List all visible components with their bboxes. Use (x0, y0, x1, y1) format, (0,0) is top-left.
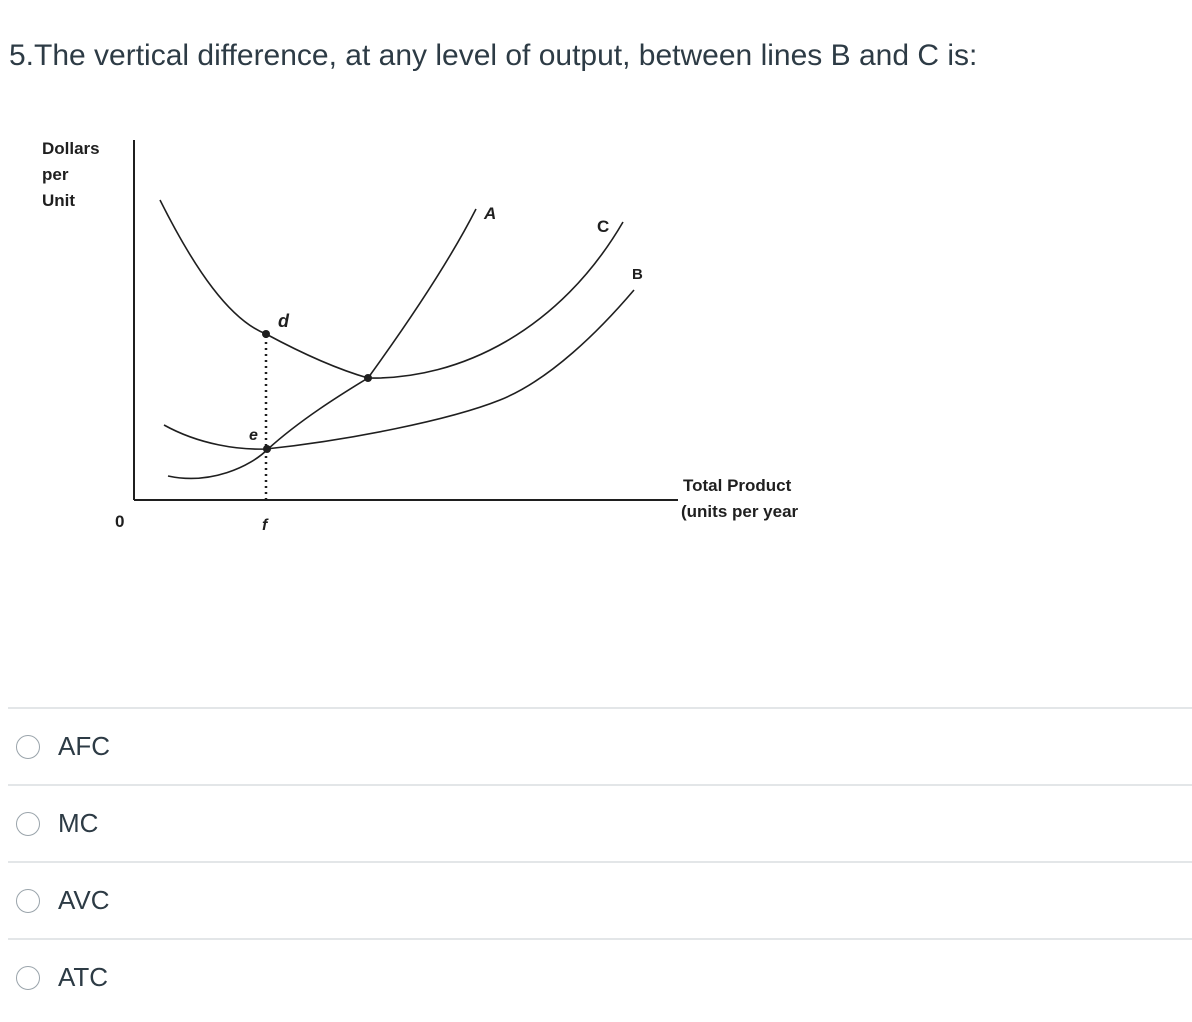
curve-label-c: C (597, 217, 609, 236)
answer-label-afc[interactable]: AFC (58, 731, 110, 761)
radio-button-atc[interactable] (16, 965, 40, 990)
curve-label-a: A (483, 204, 496, 223)
question-text: 5.The vertical difference, at any level … (9, 39, 978, 72)
curve-c (159, 199, 624, 379)
curve-a (167, 208, 477, 480)
point-minimum-atc (364, 374, 372, 382)
point-label-d: d (278, 311, 290, 331)
answer-label-mc[interactable]: MC (58, 808, 99, 838)
answer-label-avc[interactable]: AVC (58, 885, 110, 915)
radio-button-mc[interactable] (16, 811, 40, 836)
x-axis-label-line-1: Total Product (683, 476, 792, 495)
answer-label-atc[interactable]: ATC (58, 962, 109, 992)
answer-option-avc[interactable]: AVC (8, 861, 1192, 938)
curve-b (163, 289, 635, 450)
answer-list: AFC MC AVC ATC (8, 707, 1192, 1015)
y-axis-label-line-1: Dollars (42, 139, 100, 158)
radio-button-avc[interactable] (16, 888, 40, 913)
y-axis-label-line-2: per (42, 165, 69, 184)
point-label-e: e (249, 427, 258, 444)
curve-label-b: B (632, 266, 643, 283)
answer-option-atc[interactable]: ATC (8, 938, 1192, 1015)
origin-label: 0 (115, 512, 124, 531)
point-d (262, 330, 270, 338)
y-axis-label-line-3: Unit (42, 191, 75, 210)
point-label-f: f (262, 517, 269, 534)
answer-option-afc[interactable]: AFC (8, 707, 1192, 784)
radio-button-afc[interactable] (16, 734, 40, 759)
point-e (263, 445, 271, 453)
cost-curves-figure: Dollars per Unit 0 Total Product (units … (42, 139, 799, 534)
x-axis-label-line-2: (units per year (681, 502, 799, 521)
answer-option-mc[interactable]: MC (8, 784, 1192, 861)
